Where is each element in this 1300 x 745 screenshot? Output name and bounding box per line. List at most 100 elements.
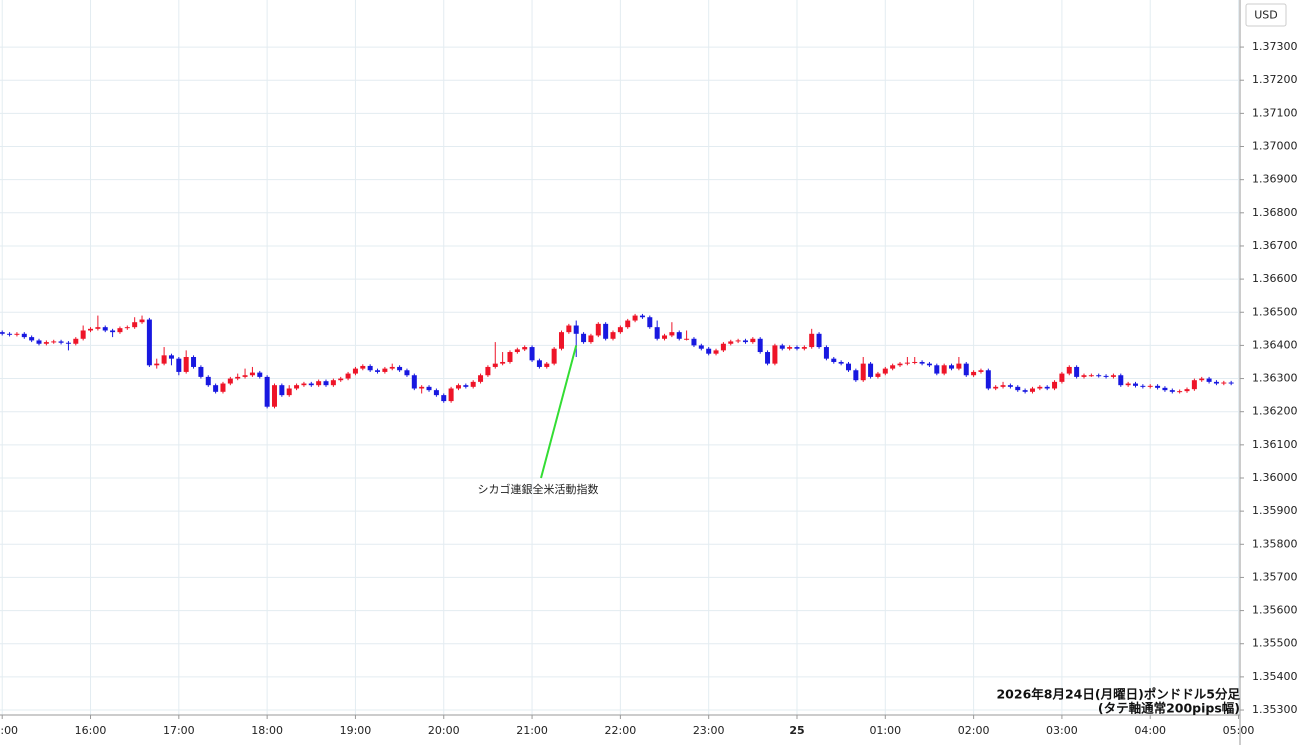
x-tick-label: 20:00 [428,724,460,737]
candle-body [0,332,5,334]
candle-body [573,325,579,334]
candle-body [647,317,653,328]
y-tick-label: 1.36600 [1252,272,1298,285]
candle-body [845,363,851,371]
candle-body [397,366,403,371]
footer-note: (タテ軸通常200pips幅) [1098,701,1240,716]
candle-body [1110,375,1116,377]
y-tick-label: 1.37200 [1252,73,1298,86]
candle-body [816,333,822,348]
candle-body [389,366,395,369]
y-tick-label: 1.35400 [1252,670,1298,683]
candle-body [1059,373,1065,382]
candle-body [985,370,991,389]
candle-body [735,340,741,342]
candle-body [831,358,837,362]
candle-body [595,323,601,336]
y-tick-label: 1.36500 [1252,305,1298,318]
candle-body [316,381,322,386]
candle-body [904,362,910,364]
candle-body [875,373,881,377]
candle-body [1022,390,1028,392]
candle-body [558,332,564,349]
annotation-text: シカゴ連銀全米活動指数 [478,482,599,496]
candle-body [360,365,366,369]
candle-body [823,347,829,359]
candle-body [294,385,300,389]
candle-body [367,365,373,371]
y-tick-label: 1.37000 [1252,140,1298,153]
x-tick-label: 17:00 [163,724,195,737]
candle-body [1147,385,1153,387]
candle-body [676,332,682,339]
candle-body [779,345,785,349]
candle-body [706,348,712,354]
candle-body [1155,385,1161,388]
candle-body [73,338,79,344]
candle-body [478,375,484,382]
y-tick-label: 1.35300 [1252,703,1298,716]
x-tick-label: 25 [789,724,804,737]
candle-body [1118,375,1124,386]
candle-body [868,363,874,377]
candle-body [500,361,506,364]
candle-body [809,333,815,348]
candle-body [1029,388,1035,392]
x-tick-label: 18:00 [251,724,283,737]
candle-body [279,385,285,396]
candle-body [522,347,528,350]
candle-body [691,338,697,346]
x-tick-label: 15:00 [0,724,18,737]
y-tick-label: 1.37100 [1252,106,1298,119]
candle-body [1044,386,1050,389]
candle-body [912,361,918,363]
candle-body [536,360,542,367]
candle-body [176,358,182,372]
candle-body [1228,382,1234,384]
candle-body [654,327,660,339]
candle-body [448,388,454,402]
candle-body [323,381,329,386]
candle-body [1169,390,1175,392]
candle-body [198,366,204,377]
y-tick-label: 1.36000 [1252,471,1298,484]
candle-body [419,386,425,389]
candle-body [220,383,226,392]
candle-body [1015,386,1021,391]
x-tick-label: 19:00 [340,724,372,737]
candle-body [1177,391,1183,393]
candle-body [698,345,704,349]
x-tick-label: 02:00 [958,724,990,737]
candle-body [308,383,314,386]
candle-body [1140,385,1146,387]
y-tick-label: 1.36900 [1252,173,1298,186]
x-tick-label: 16:00 [75,724,107,737]
candle-body [1103,375,1109,377]
candle-body [338,378,344,381]
candle-body [29,337,35,341]
y-tick-label: 1.36800 [1252,206,1298,219]
x-tick-label: 05:00 [1223,724,1255,737]
candle-body [183,357,189,372]
candle-body [617,327,623,333]
candle-body [566,325,572,333]
candle-body [132,322,138,328]
candle-body [853,370,859,381]
candle-body [941,365,947,374]
candle-body [463,385,469,387]
candle-body [264,376,270,407]
candle-body [529,347,535,361]
candle-body [742,340,748,343]
candle-body [242,375,248,377]
candle-body [926,363,932,366]
candle-body [860,363,866,381]
candle-body [168,355,174,359]
y-tick-label: 1.36400 [1252,338,1298,351]
candle-body [588,335,594,343]
candle-body [1007,385,1013,387]
footer-title: 2026年8月24日(月曜日)ポンドドル5分足 [996,687,1240,702]
y-tick-label: 1.35500 [1252,637,1298,650]
candle-body [949,365,955,369]
candle-body [544,363,550,367]
candle-body [51,341,57,343]
